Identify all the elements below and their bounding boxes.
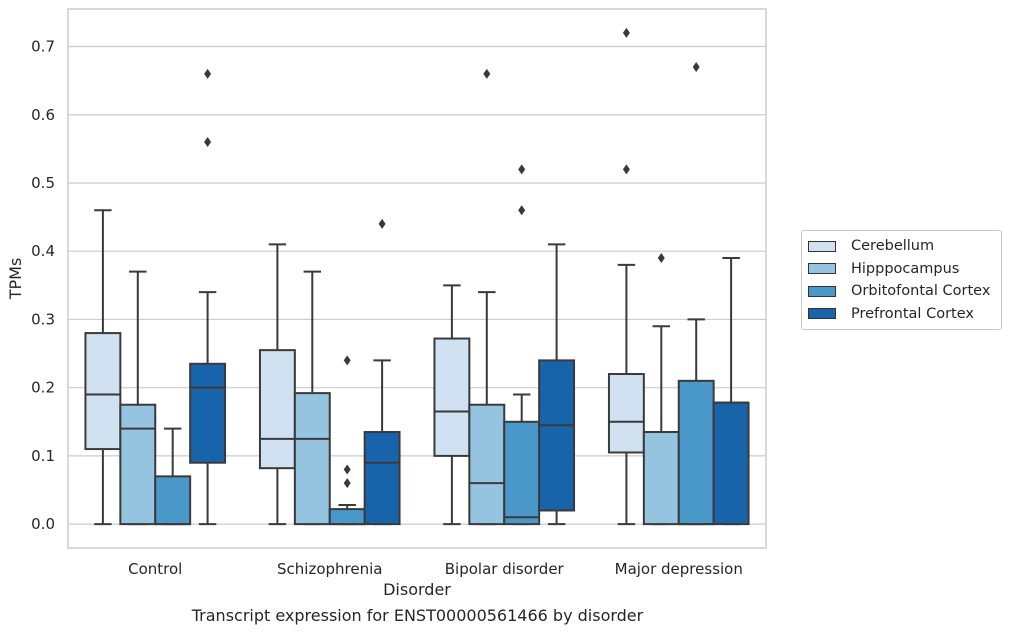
x-tick-label: Control xyxy=(128,560,182,578)
x-tick-labels: Control Schizophrenia Bipolar disorder Majo… xyxy=(128,560,743,578)
gridlines xyxy=(68,45,766,525)
y-tick-label: 0.6 xyxy=(31,106,55,124)
box-1-0 xyxy=(258,243,296,526)
y-tick-label: 0.7 xyxy=(31,38,55,56)
y-tick-labels: 0.0 0.1 0.2 0.3 0.4 0.5 0.6 0.7 xyxy=(31,38,55,534)
box-3-2 xyxy=(677,61,715,526)
box-iqr xyxy=(119,403,157,526)
box-1-3 xyxy=(363,218,401,526)
outlier-point xyxy=(378,218,386,229)
box-iqr xyxy=(503,420,541,526)
box-0-1 xyxy=(119,270,157,526)
box-0-0 xyxy=(84,209,122,526)
outlier-point xyxy=(657,253,665,264)
box-iqr xyxy=(363,431,401,526)
box-2-3 xyxy=(538,243,576,526)
x-tick-label: Schizophrenia xyxy=(277,560,382,578)
box-iqr xyxy=(468,403,506,526)
legend-swatch-hippocampus xyxy=(808,263,836,275)
x-tick-label: Major depression xyxy=(615,560,743,578)
y-axis-label: TPMs xyxy=(6,258,25,301)
box-iqr xyxy=(538,359,576,512)
legend-label: Cerebellum xyxy=(851,238,935,255)
outlier-point xyxy=(622,164,630,175)
outlier-point xyxy=(343,478,351,489)
x-tick-label: Bipolar disorder xyxy=(445,560,565,578)
legend-label: Prefrontal Cortex xyxy=(851,305,974,322)
box-2-1 xyxy=(468,68,506,526)
legend-swatch-prefrontal-cortex xyxy=(808,308,836,320)
legend-label: Orbitofontal Cortex xyxy=(851,283,991,300)
box-iqr xyxy=(712,401,750,526)
legend: Cerebellum Hipppocampus Orbitofontal Cor… xyxy=(801,230,1002,330)
box-iqr xyxy=(677,379,715,526)
outlier-point xyxy=(622,27,630,38)
box-iqr xyxy=(642,431,680,526)
box-iqr xyxy=(328,508,366,526)
box-1-2 xyxy=(328,355,366,526)
outlier-point xyxy=(518,164,526,175)
box-iqr xyxy=(433,337,471,457)
outlier-point xyxy=(692,61,700,72)
box-iqr xyxy=(189,362,227,464)
box-iqr xyxy=(258,349,296,470)
outlier-point xyxy=(343,464,351,475)
box-2-0 xyxy=(433,284,471,526)
box-iqr xyxy=(84,332,122,451)
outlier-point xyxy=(343,355,351,366)
box-iqr xyxy=(293,392,331,526)
figure-caption: Transcript expression for ENST0000056146… xyxy=(191,606,644,625)
box-iqr xyxy=(607,373,645,454)
legend-item-prefrontal-cortex: Prefrontal Cortex xyxy=(802,303,1001,326)
legend-item-hippocampus: Hipppocampus xyxy=(802,258,1001,281)
box-3-0 xyxy=(607,27,645,526)
outlier-point xyxy=(204,137,212,148)
legend-item-cerebellum: Cerebellum xyxy=(802,235,1001,258)
y-tick-label: 0.4 xyxy=(31,242,55,260)
legend-swatch-orbitofrontal-cortex xyxy=(808,285,836,297)
box-2-2 xyxy=(503,164,541,526)
boxes xyxy=(84,27,750,526)
x-axis-label: Disorder xyxy=(383,580,451,599)
y-tick-label: 0.0 xyxy=(31,515,55,533)
box-3-1 xyxy=(642,253,680,526)
y-tick-label: 0.1 xyxy=(31,447,55,465)
outlier-point xyxy=(518,205,526,216)
box-iqr xyxy=(154,475,192,526)
outlier-point xyxy=(483,68,491,79)
box-0-2 xyxy=(154,427,192,526)
outlier-point xyxy=(204,68,212,79)
box-3-3 xyxy=(712,257,750,526)
legend-label: Hipppocampus xyxy=(851,260,960,277)
legend-item-orbitofrontal-cortex: Orbitofontal Cortex xyxy=(802,280,1001,303)
legend-swatch-cerebellum xyxy=(808,240,836,252)
y-tick-label: 0.2 xyxy=(31,379,55,397)
box-1-1 xyxy=(293,270,331,526)
plot-frame xyxy=(67,8,767,549)
y-tick-label: 0.3 xyxy=(31,310,55,328)
box-0-3 xyxy=(189,68,227,526)
y-tick-label: 0.5 xyxy=(31,174,55,192)
